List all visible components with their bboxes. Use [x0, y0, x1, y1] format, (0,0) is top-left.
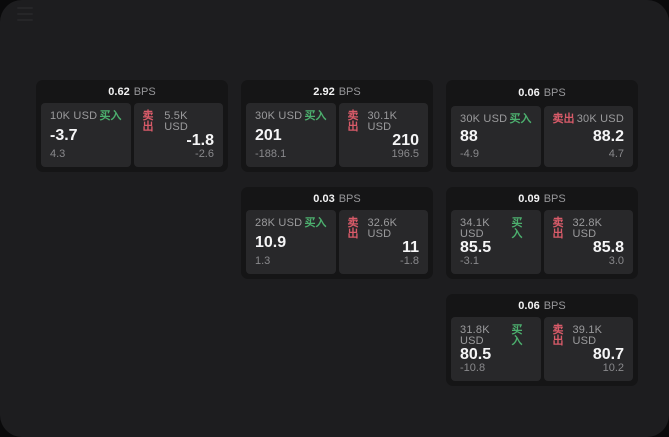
sell-amount-label: 5.5K USD: [164, 110, 189, 133]
sell-side-label: 卖出: [552, 113, 575, 125]
quote-card: 0.06 BPS 31.8K USD 买入 80.5 -10.8 卖出 39.1…: [446, 294, 638, 386]
bps-header: 2.92 BPS: [246, 80, 428, 103]
buy-panel[interactable]: 28K USD 买入 10.9 1.3: [246, 210, 336, 274]
sell-delta-value: 10.2: [602, 362, 624, 374]
sell-amount-label: 32.8K USD: [572, 217, 603, 240]
bps-unit: BPS: [338, 85, 361, 98]
sell-delta-value: 196.5: [391, 148, 419, 160]
bps-value: 2.92: [313, 85, 335, 98]
buy-delta-value: 4.3: [50, 148, 66, 160]
bps-value: 0.06: [518, 299, 540, 312]
buy-side-label: 买入: [99, 110, 122, 122]
menu-icon[interactable]: [17, 7, 33, 21]
bps-value: 0.09: [518, 192, 540, 205]
buy-panel[interactable]: 30K USD 买入 88 -4.9: [451, 106, 541, 167]
buy-delta-value: -3.1: [460, 255, 479, 267]
bps-value: 0.03: [313, 192, 335, 205]
quote-card: 0.62 BPS 10K USD 买入 -3.7 4.3 卖出 5.5K USD: [36, 80, 228, 172]
sell-amount-label: 30K USD: [576, 113, 624, 125]
buy-amount-label: 30K USD: [460, 113, 508, 125]
bps-unit: BPS: [543, 192, 566, 205]
buy-side-label: 买入: [304, 217, 327, 229]
buy-panel[interactable]: 10K USD 买入 -3.7 4.3: [41, 103, 131, 167]
bps-header: 0.62 BPS: [41, 80, 223, 103]
buy-side-label: 买入: [511, 324, 523, 347]
buy-panel[interactable]: 30K USD 买入 201 -188.1: [246, 103, 336, 167]
buy-amount-label: 30K USD: [255, 110, 303, 122]
quote-card: 0.09 BPS 34.1K USD 买入 85.5 -3.1 卖出 32.8K…: [446, 187, 638, 279]
sell-panel[interactable]: 卖出 30.1K USD 210 196.5: [338, 103, 428, 167]
sell-price-value: 210: [392, 132, 419, 149]
sell-amount-label: 32.6K USD: [367, 217, 398, 240]
sell-price-value: 85.8: [592, 239, 624, 256]
buy-delta-value: -4.9: [460, 148, 479, 160]
quote-card: 0.06 BPS 30K USD 买入 88 -4.9 卖出 30K USD: [446, 80, 638, 172]
buy-price-value: -3.7: [50, 126, 78, 144]
quote-grid: 0.62 BPS 10K USD 买入 -3.7 4.3 卖出 5.5K USD: [36, 80, 638, 386]
bps-header: 0.03 BPS: [246, 187, 428, 210]
sell-side-label: 卖出: [347, 110, 359, 133]
bps-unit: BPS: [543, 87, 566, 99]
sell-side-label: 卖出: [347, 217, 359, 240]
sell-price-value: 80.7: [592, 346, 624, 363]
sell-side-label: 卖出: [552, 217, 564, 240]
bps-value: 0.06: [518, 87, 540, 99]
quote-card: 2.92 BPS 30K USD 买入 201 -188.1 卖出 30.1K …: [241, 80, 433, 172]
buy-price-value: 85.5: [460, 239, 492, 256]
buy-amount-label: 34.1K USD: [460, 217, 490, 240]
sell-price-value: 11: [402, 239, 419, 256]
buy-amount-label: 28K USD: [255, 217, 303, 229]
sell-panel[interactable]: 卖出 32.6K USD 11 -1.8: [338, 210, 428, 274]
bps-unit: BPS: [543, 299, 566, 312]
sell-side-label: 卖出: [552, 324, 564, 347]
buy-panel[interactable]: 34.1K USD 买入 85.5 -3.1: [451, 210, 541, 274]
sell-delta-value: -2.6: [195, 148, 214, 160]
buy-side-label: 买入: [304, 110, 327, 122]
sell-side-label: 卖出: [142, 110, 154, 133]
buy-price-value: 10.9: [255, 233, 287, 251]
sell-panel[interactable]: 卖出 32.8K USD 85.8 3.0: [543, 210, 633, 274]
bps-header: 0.06 BPS: [451, 294, 633, 317]
buy-delta-value: 1.3: [255, 255, 271, 267]
sell-amount-label: 39.1K USD: [572, 324, 603, 347]
bps-unit: BPS: [338, 192, 361, 205]
buy-amount-label: 31.8K USD: [460, 324, 490, 347]
sell-delta-value: 4.7: [608, 148, 624, 160]
sell-delta-value: -1.8: [400, 255, 419, 267]
sell-amount-label: 30.1K USD: [367, 110, 398, 133]
sell-panel[interactable]: 卖出 39.1K USD 80.7 10.2: [543, 317, 633, 381]
bps-header: 0.06 BPS: [451, 80, 633, 106]
buy-delta-value: -10.8: [460, 362, 486, 374]
sell-price-value: 88.2: [592, 128, 624, 145]
buy-price-value: 80.5: [460, 346, 492, 363]
sell-delta-value: 3.0: [608, 255, 624, 267]
sell-price-value: -1.8: [186, 132, 214, 149]
sell-panel[interactable]: 卖出 5.5K USD -1.8 -2.6: [133, 103, 223, 167]
bps-unit: BPS: [133, 85, 156, 98]
buy-side-label: 买入: [509, 113, 532, 125]
bps-header: 0.09 BPS: [451, 187, 633, 210]
sell-panel[interactable]: 卖出 30K USD 88.2 4.7: [543, 106, 633, 167]
buy-delta-value: -188.1: [255, 148, 287, 160]
buy-price-value: 201: [255, 126, 282, 144]
buy-side-label: 买入: [511, 217, 523, 240]
quote-card: 0.03 BPS 28K USD 买入 10.9 1.3 卖出 32.6K US…: [241, 187, 433, 279]
buy-amount-label: 10K USD: [50, 110, 98, 122]
buy-price-value: 88: [460, 128, 478, 145]
bps-value: 0.62: [108, 85, 130, 98]
buy-panel[interactable]: 31.8K USD 买入 80.5 -10.8: [451, 317, 541, 381]
